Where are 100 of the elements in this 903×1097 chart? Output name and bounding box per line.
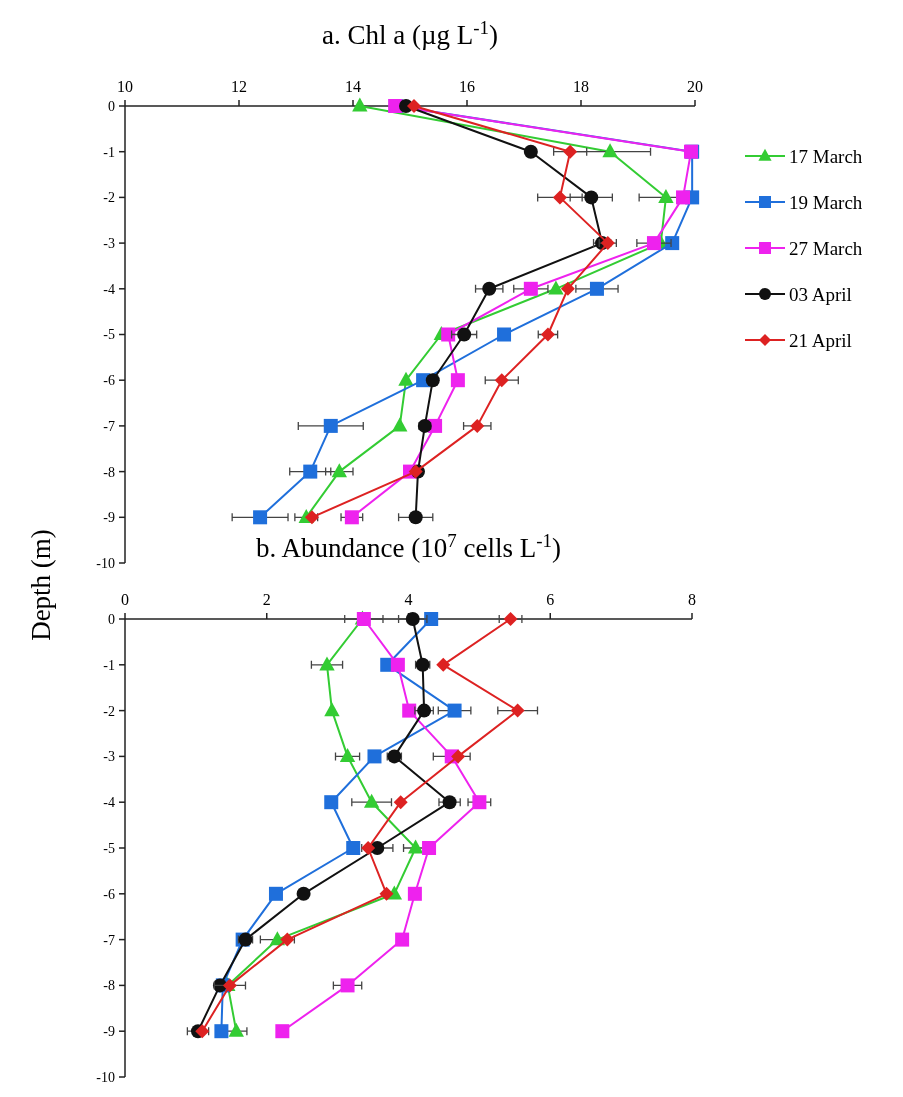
point — [563, 144, 578, 159]
point — [346, 841, 361, 855]
y-tick-label: -4 — [103, 281, 115, 297]
x-tick-label: 2 — [262, 591, 271, 608]
x-tick-label: 18 — [573, 78, 589, 95]
y-tick-label: -3 — [103, 236, 115, 251]
point — [398, 371, 414, 386]
point — [407, 839, 424, 854]
x-tick-label: 10 — [117, 78, 133, 95]
point — [425, 373, 440, 388]
point — [304, 510, 319, 525]
chart-title: a. Chl a (µg L$^{-1}$) — [321, 16, 499, 50]
legend-label: 27 March — [789, 237, 863, 259]
point — [296, 886, 311, 901]
point — [447, 703, 462, 718]
point — [457, 327, 472, 342]
y-tick-label: 0 — [108, 98, 115, 114]
y-tick-label: -2 — [103, 190, 115, 206]
point — [408, 510, 423, 525]
x-tick-label: 20 — [687, 78, 703, 95]
x-tick-label: 14 — [345, 78, 361, 95]
point — [195, 1024, 210, 1039]
point — [323, 418, 338, 433]
legend-label: 21 April — [789, 329, 852, 351]
point — [676, 190, 691, 205]
y-tick-label: -7 — [103, 418, 115, 434]
point — [560, 281, 575, 296]
y-tick-label: -5 — [103, 327, 115, 343]
point — [253, 510, 268, 525]
point — [319, 656, 335, 671]
point — [422, 841, 437, 855]
point — [450, 373, 465, 388]
point — [405, 612, 420, 626]
point — [451, 749, 466, 764]
point — [324, 702, 340, 717]
point — [510, 703, 525, 718]
point — [390, 657, 405, 672]
point — [658, 189, 674, 203]
point — [540, 327, 555, 342]
y-tick-label: -1 — [103, 657, 115, 673]
point — [352, 97, 368, 112]
point — [646, 236, 661, 251]
point — [303, 464, 318, 479]
point — [472, 795, 487, 810]
point — [214, 1024, 229, 1039]
point — [339, 748, 356, 762]
point — [406, 99, 421, 113]
y-tick-label: -6 — [103, 886, 115, 902]
point — [393, 795, 408, 810]
y-tick-label: -10 — [96, 1069, 115, 1085]
x-tick-label: 4 — [404, 591, 413, 608]
y-tick-label: 0 — [108, 611, 115, 627]
point — [363, 793, 380, 808]
y-tick-label: -6 — [103, 373, 115, 389]
point — [589, 281, 604, 296]
point — [402, 703, 417, 718]
chart-title: b. Abundance (10$^{7}$ cells L$^{-1}$) — [256, 529, 561, 563]
y-tick-label: -5 — [103, 840, 115, 856]
y-tick-label: -3 — [103, 749, 115, 765]
y-tick-label: -8 — [103, 978, 115, 994]
point — [602, 143, 618, 158]
x-tick-label: 16 — [459, 78, 475, 95]
y-tick-label: -10 — [96, 555, 115, 571]
point — [344, 510, 359, 525]
point — [584, 190, 599, 205]
point — [379, 886, 394, 901]
point — [228, 1022, 244, 1037]
point — [523, 281, 538, 296]
legend-label: 03 April — [789, 283, 852, 305]
y-tick-label: -4 — [103, 795, 115, 811]
legend-label: 19 March — [789, 191, 863, 213]
point — [340, 978, 355, 993]
point — [392, 417, 408, 432]
point — [275, 1024, 290, 1039]
point — [523, 144, 538, 159]
point — [470, 418, 485, 433]
x-tick-label: 12 — [231, 78, 247, 95]
y-tick-label: -9 — [103, 510, 115, 526]
point — [482, 281, 497, 296]
point — [407, 886, 422, 901]
point — [441, 327, 456, 342]
point — [280, 932, 295, 947]
point — [361, 841, 376, 855]
point — [494, 373, 509, 388]
y-tick-label: -7 — [103, 932, 115, 948]
point — [367, 749, 382, 764]
y-tick-label: -2 — [103, 703, 115, 719]
y-axis-title: Depth (m) — [26, 529, 56, 641]
legend-label: 17 March — [789, 145, 863, 167]
y-tick-label: -8 — [103, 464, 115, 480]
point — [324, 795, 339, 810]
x-tick-label: 8 — [688, 591, 696, 608]
y-tick-label: -9 — [103, 1024, 115, 1040]
point — [268, 886, 283, 901]
point — [548, 280, 564, 295]
point — [436, 657, 451, 672]
x-tick-label: 6 — [546, 591, 555, 608]
y-tick-label: -1 — [103, 144, 115, 160]
point — [552, 190, 567, 205]
point — [503, 612, 518, 626]
